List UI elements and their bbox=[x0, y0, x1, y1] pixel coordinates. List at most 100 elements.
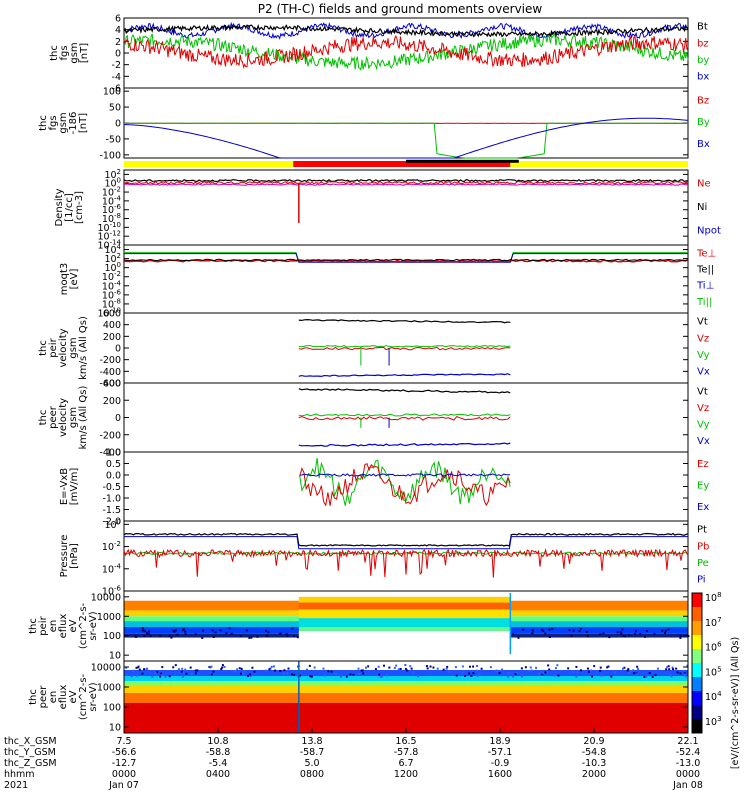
x-tick-label: -57.8 bbox=[394, 747, 419, 758]
spectrogram-noise bbox=[571, 670, 574, 673]
spectrogram-band bbox=[298, 630, 511, 661]
spectrogram-noise bbox=[524, 666, 527, 669]
tick-label: 600 bbox=[103, 309, 121, 320]
spectrogram-noise bbox=[256, 635, 259, 638]
spectrogram-noise bbox=[267, 631, 270, 634]
x-tick-label: -5.4 bbox=[209, 758, 228, 769]
spectrogram-noise bbox=[472, 672, 475, 675]
spectrogram-noise bbox=[540, 628, 543, 631]
y-axis-label: thcpeirvelocitygsmkm/s (All Qs) bbox=[38, 316, 89, 380]
spectrogram-noise bbox=[404, 664, 407, 667]
colorbar-segment bbox=[692, 663, 702, 678]
spectrogram-noise bbox=[349, 673, 352, 676]
spectrogram-band bbox=[298, 626, 511, 631]
series-line-Npot bbox=[123, 183, 689, 186]
spectrogram-noise bbox=[367, 665, 370, 668]
spectrogram-noise bbox=[357, 667, 360, 670]
legend-entry: Pb bbox=[697, 541, 709, 552]
spectrogram-noise bbox=[364, 666, 367, 669]
y-axis-label: thcpeirenefluxeV(cm^2-s-sr-eV) bbox=[28, 602, 99, 649]
x-tick-label: Jan 08 bbox=[672, 780, 703, 791]
x-tick-label: 1600 bbox=[488, 769, 512, 780]
tick-label: 200 bbox=[103, 332, 121, 343]
spectrogram-noise bbox=[548, 635, 551, 638]
series-line-Te|| bbox=[123, 258, 689, 262]
spectrogram-noise bbox=[686, 664, 689, 667]
spectrogram-noise bbox=[417, 675, 420, 678]
x-tick-label: -54.8 bbox=[582, 747, 607, 758]
spectrogram-noise bbox=[137, 666, 140, 669]
spectrogram-noise bbox=[296, 636, 299, 639]
series-line-by bbox=[123, 33, 689, 71]
spectrogram-noise bbox=[529, 666, 532, 669]
x-tick-label: -52.4 bbox=[676, 747, 701, 758]
spectrogram-noise bbox=[520, 667, 523, 670]
spectrogram-noise bbox=[501, 668, 504, 671]
legend-entry: Ex bbox=[697, 502, 709, 513]
panel-frame bbox=[123, 244, 689, 314]
spectrogram-noise bbox=[578, 630, 581, 633]
spectrogram-noise bbox=[145, 668, 148, 671]
spectrogram-noise bbox=[296, 674, 299, 677]
spectrogram-noise bbox=[190, 673, 193, 676]
spectrogram-noise bbox=[554, 667, 557, 670]
panel-frame bbox=[123, 451, 689, 522]
spectrogram-noise bbox=[181, 675, 184, 678]
spectrogram-noise bbox=[399, 667, 402, 670]
spectrogram-noise bbox=[212, 670, 215, 673]
x-tick-label: -58.7 bbox=[300, 747, 325, 758]
x-tick-label: -58.8 bbox=[206, 747, 231, 758]
spectrogram-noise bbox=[184, 633, 187, 636]
tick-label: 0.0 bbox=[106, 471, 121, 482]
legend-entry: Bx bbox=[697, 139, 710, 150]
tick-label: 1000 bbox=[97, 612, 121, 623]
series-line-Vx bbox=[298, 442, 511, 447]
spectrogram-noise bbox=[489, 666, 492, 669]
spectrogram-noise bbox=[125, 674, 128, 677]
spectrogram-noise bbox=[409, 665, 412, 668]
spectrogram-noise bbox=[249, 674, 252, 677]
spectrogram-noise bbox=[406, 669, 409, 672]
spectrogram-noise bbox=[358, 673, 361, 676]
tick-label: 400 bbox=[103, 320, 121, 331]
spectrogram-noise bbox=[590, 669, 593, 672]
spectrogram-noise bbox=[330, 670, 333, 673]
spectrogram-noise bbox=[362, 672, 365, 675]
tick-label: 0 bbox=[115, 413, 121, 424]
legend-entry: Bz bbox=[697, 95, 709, 106]
panel-p10: 10000 1000 100 10 thcpeerenefluxeV(cm^2-s-sr… bbox=[28, 660, 689, 734]
x-tick-label: 6.7 bbox=[398, 758, 413, 769]
spectrogram-noise bbox=[149, 634, 152, 637]
legend-entry: by bbox=[697, 55, 709, 66]
spectrogram-noise bbox=[383, 664, 386, 667]
spectrogram-noise bbox=[476, 669, 479, 672]
spectrogram-noise bbox=[507, 672, 510, 675]
spectrogram-noise bbox=[298, 674, 301, 677]
spectrogram-noise bbox=[269, 667, 272, 670]
legend-entry: Vx bbox=[697, 436, 710, 447]
spectrogram-noise bbox=[683, 673, 686, 676]
spectrogram-noise bbox=[468, 665, 471, 668]
y-axis-label: thcpeerenefluxeV(cm^2-s-sr-eV) bbox=[28, 673, 99, 720]
spectrogram-noise bbox=[270, 665, 273, 668]
spectrogram-band bbox=[124, 591, 688, 601]
spectrogram-noise bbox=[293, 674, 296, 677]
spectrogram-band bbox=[298, 618, 511, 627]
y-axis-label: Density[1/cc][cm-3] bbox=[54, 188, 85, 226]
colorbar-segment bbox=[692, 635, 702, 650]
spectrogram-noise bbox=[498, 672, 501, 675]
spectrogram-noise bbox=[397, 668, 400, 671]
spectrogram-noise bbox=[626, 669, 629, 672]
mode-bar bbox=[124, 161, 688, 167]
trace-group bbox=[123, 21, 689, 71]
spectrogram-noise bbox=[627, 634, 630, 637]
spectrogram-noise bbox=[616, 631, 619, 634]
spectrogram-noise bbox=[644, 635, 647, 638]
spectrogram-noise bbox=[579, 627, 582, 630]
spectrogram-noise bbox=[287, 667, 290, 670]
x-row-label: thc_Y_GSM bbox=[4, 747, 56, 758]
spectrogram-noise bbox=[228, 627, 231, 630]
spectrogram-noise bbox=[586, 667, 589, 670]
spectrogram-noise bbox=[273, 669, 276, 672]
